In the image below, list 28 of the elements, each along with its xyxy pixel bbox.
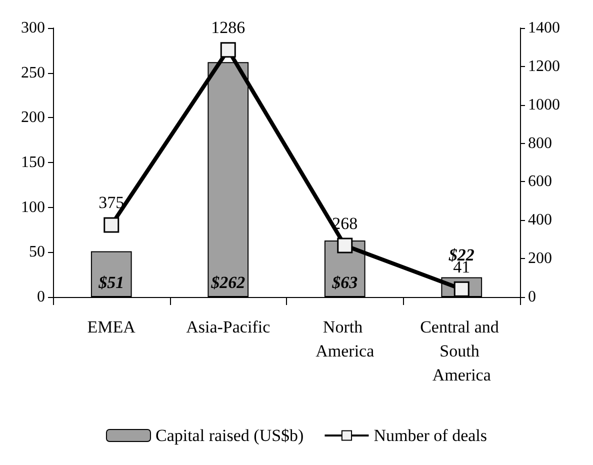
y-tick-label: 50 xyxy=(29,244,45,261)
legend-label: Number of deals xyxy=(374,426,488,445)
y2-tick-label: 600 xyxy=(528,173,552,190)
y-tick-label: 100 xyxy=(21,198,45,216)
data-label: $51 xyxy=(98,273,124,292)
y2-tick-label: 1000 xyxy=(528,96,560,114)
y-tick-label: 250 xyxy=(21,64,45,82)
data-label: $63 xyxy=(331,273,358,292)
point xyxy=(220,42,236,58)
y2-tick-label: 400 xyxy=(528,212,552,229)
x-tick-label: EMEA xyxy=(87,318,136,336)
x-tick-label: Central and South America xyxy=(420,318,504,384)
y2-tick-label: 1400 xyxy=(528,20,560,36)
x-tick-label: Asia-Pacific xyxy=(186,318,271,336)
point xyxy=(337,238,353,254)
y2-tick-label: 1200 xyxy=(528,58,560,75)
y-tick-label: 150 xyxy=(21,154,45,171)
y-tick-label: 200 xyxy=(21,109,45,126)
legend-label: Capital raised (US$b) xyxy=(155,426,304,445)
point xyxy=(104,217,120,233)
y-tick-label: 0 xyxy=(37,288,45,306)
x-tick-label: North America xyxy=(316,318,375,360)
y2-tick-label: 200 xyxy=(528,250,552,268)
y2-tick-label: 0 xyxy=(528,288,536,306)
data-label: 1286 xyxy=(211,18,246,38)
y-tick-label: 300 xyxy=(21,20,45,36)
y2-tick-label: 800 xyxy=(528,134,552,152)
data-label: $262 xyxy=(210,273,246,292)
